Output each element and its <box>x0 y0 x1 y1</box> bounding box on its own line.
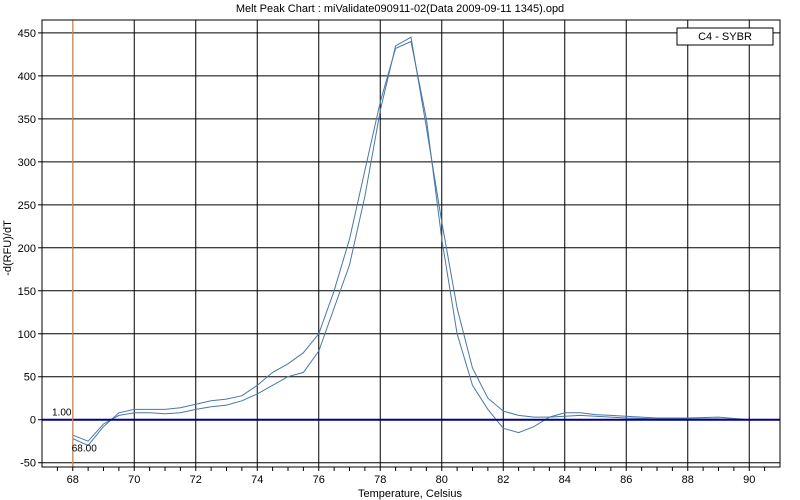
x-tick-label: 68 <box>67 474 79 486</box>
axis-ticks: 68 70 72 74 76 78 80 82 84 86 88 90 -50 0 50 100 150 200 2… <box>18 28 766 486</box>
legend[interactable]: C4 - SYBR <box>676 27 774 46</box>
x-tick-label: 74 <box>251 474 263 486</box>
y-tick-label: 0 <box>30 415 36 427</box>
y-axis-title: -d(RFU)/dT <box>2 220 14 276</box>
y-tick-label: -50 <box>20 458 36 470</box>
plot-area-frame <box>41 19 781 468</box>
x-tick-label: 70 <box>128 474 140 486</box>
series-layer <box>72 36 750 447</box>
x-tick-label: 88 <box>682 474 694 486</box>
y-tick-label: 350 <box>18 114 36 126</box>
legend-box <box>676 27 774 46</box>
chart-title: Melt Peak Chart : miValidate090911-02(Da… <box>236 3 564 15</box>
y-tick-label: 400 <box>18 71 36 83</box>
cursor-label: 68.00 <box>72 444 97 455</box>
x-axis-title: Temperature, Celsius <box>358 488 462 500</box>
x-tick-label: 84 <box>559 474 571 486</box>
threshold-label: 1.00 <box>52 408 72 419</box>
y-tick-label: 50 <box>24 372 36 384</box>
x-tick-label: 90 <box>743 474 755 486</box>
x-tick-label: 82 <box>497 474 509 486</box>
y-tick-label: 150 <box>18 286 36 298</box>
y-tick-label: 450 <box>18 28 36 40</box>
legend-entry: C4 - SYBR <box>698 31 752 43</box>
x-tick-label: 86 <box>620 474 632 486</box>
y-tick-label: 250 <box>18 200 36 212</box>
x-tick-label: 72 <box>190 474 202 486</box>
y-tick-label: 300 <box>18 157 36 169</box>
x-tick-label: 76 <box>313 474 325 486</box>
y-tick-label: 200 <box>18 243 36 255</box>
melt-curve-series-1[interactable] <box>72 36 750 442</box>
y-tick-label: 100 <box>18 329 36 341</box>
melt-curve-series-2[interactable] <box>72 40 750 447</box>
x-tick-label: 80 <box>436 474 448 486</box>
x-tick-label: 78 <box>374 474 386 486</box>
